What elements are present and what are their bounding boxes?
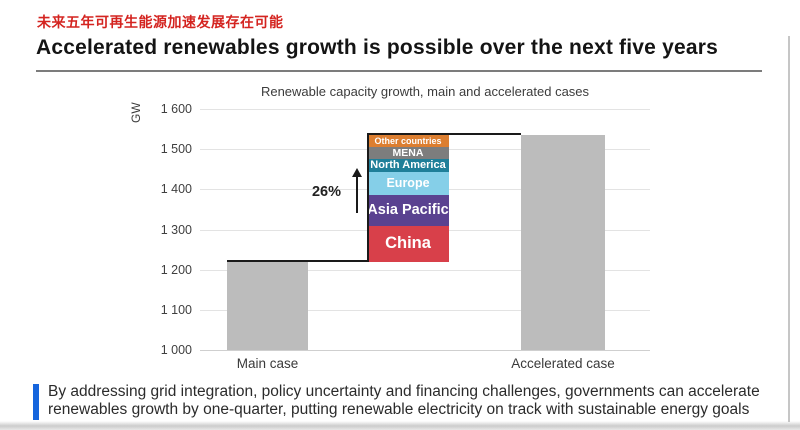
y-tick-label: 1 000 xyxy=(160,343,192,357)
gridline-1600 xyxy=(200,109,650,110)
page-title: Accelerated renewables growth is possibl… xyxy=(36,36,718,59)
stack-segment-china: China xyxy=(367,225,449,262)
gridline-1000 xyxy=(200,350,650,351)
step-line-stack-left xyxy=(367,133,369,262)
stack-segment-mena: MENA xyxy=(367,146,449,159)
x-axis-label-main-case: Main case xyxy=(236,356,299,371)
subtitle-chinese: 未来五年可再生能源加速发展存在可能 xyxy=(37,14,284,30)
y-tick-label: 1 200 xyxy=(160,262,192,277)
chart-title: Renewable capacity growth, main and acce… xyxy=(260,84,590,99)
growth-up-arrow-head xyxy=(352,168,362,177)
stack-segment-europe: Europe xyxy=(367,171,449,195)
growth-up-arrow xyxy=(356,176,358,213)
y-tick-label: 1 600 xyxy=(160,102,192,116)
x-axis-label-accelerated-case: Accelerated case xyxy=(511,356,615,371)
footer-text-line2: renewables growth by one-quarter, puttin… xyxy=(48,401,750,418)
footer-accent-bar xyxy=(33,384,39,420)
y-tick-label: 1 400 xyxy=(160,182,192,197)
photo-bottom-edge xyxy=(0,421,800,430)
y-tick-label: 1 100 xyxy=(160,302,192,317)
gridline-1100 xyxy=(200,309,650,311)
y-tick-label: 1 300 xyxy=(160,222,192,237)
main-case-bar xyxy=(227,261,308,350)
y-tick-label: 1 500 xyxy=(160,142,192,157)
stack-segment-asia-pacific: Asia Pacific xyxy=(367,195,449,226)
gridline-1200 xyxy=(200,269,650,271)
accelerated-case-bar xyxy=(521,135,605,350)
stack-segment-north-america: North America xyxy=(367,158,449,172)
photo-right-edge xyxy=(788,36,790,422)
stack-segment-other-countries: Other countries xyxy=(367,135,449,147)
title-divider xyxy=(36,70,762,72)
footer-text-line1: By addressing grid integration, policy u… xyxy=(48,383,760,400)
step-line-main-top xyxy=(227,259,369,262)
step-line-stack-top xyxy=(367,133,521,136)
growth-percentage-label: 26% xyxy=(311,184,341,200)
